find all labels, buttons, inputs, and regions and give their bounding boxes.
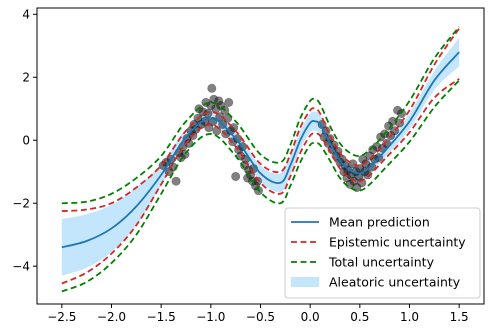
data-point <box>171 176 181 186</box>
data-point <box>348 159 358 169</box>
x-tick-label: 1.0 <box>400 310 419 324</box>
epistemic-uncertainty-upper-line <box>61 27 460 213</box>
y-tick-label: 4 <box>22 8 30 22</box>
plot-area <box>61 26 460 293</box>
data-point <box>231 171 241 181</box>
y-tick-label: −4 <box>12 260 30 274</box>
data-point <box>363 170 373 180</box>
total-uncertainty-lower-line <box>61 79 460 293</box>
axis-ticks: −2.5 −2.0 −1.5 −1.0 −0.5 0.0 0.5 1.0 1.5 −4 −2 0 2 4 <box>12 8 468 324</box>
aleatoric-uncertainty-legend-swatch <box>291 277 319 287</box>
y-tick-label: 2 <box>22 71 30 85</box>
mean-prediction-legend-label: Mean prediction <box>329 215 430 230</box>
aleatoric-uncertainty-legend-label: Aleatoric uncertainty <box>329 275 461 290</box>
data-point <box>207 83 217 93</box>
data-point <box>367 162 377 172</box>
x-tick-label: −1.5 <box>147 310 176 324</box>
x-tick-label: −2.0 <box>97 310 126 324</box>
x-tick-label: −0.5 <box>246 310 275 324</box>
epistemic-uncertainty-legend-label: Epistemic uncertainty <box>329 235 466 250</box>
data-point <box>224 97 234 107</box>
y-tick-label: −2 <box>12 197 30 211</box>
total-uncertainty-legend-label: Total uncertainty <box>328 255 435 270</box>
x-tick-label: −1.0 <box>196 310 225 324</box>
x-tick-label: 0.0 <box>301 310 320 324</box>
total-uncertainty-upper-line <box>61 26 460 205</box>
x-tick-label: −2.5 <box>47 310 76 324</box>
x-tick-label: 0.5 <box>350 310 369 324</box>
epistemic-uncertainty-lower-line <box>61 78 460 285</box>
x-tick-label: 1.5 <box>450 310 469 324</box>
legend-box <box>284 207 481 299</box>
legend: Mean prediction Epistemic uncertainty Tota… <box>284 207 481 299</box>
y-tick-label: 0 <box>22 134 30 148</box>
mean-prediction-line <box>61 51 460 249</box>
